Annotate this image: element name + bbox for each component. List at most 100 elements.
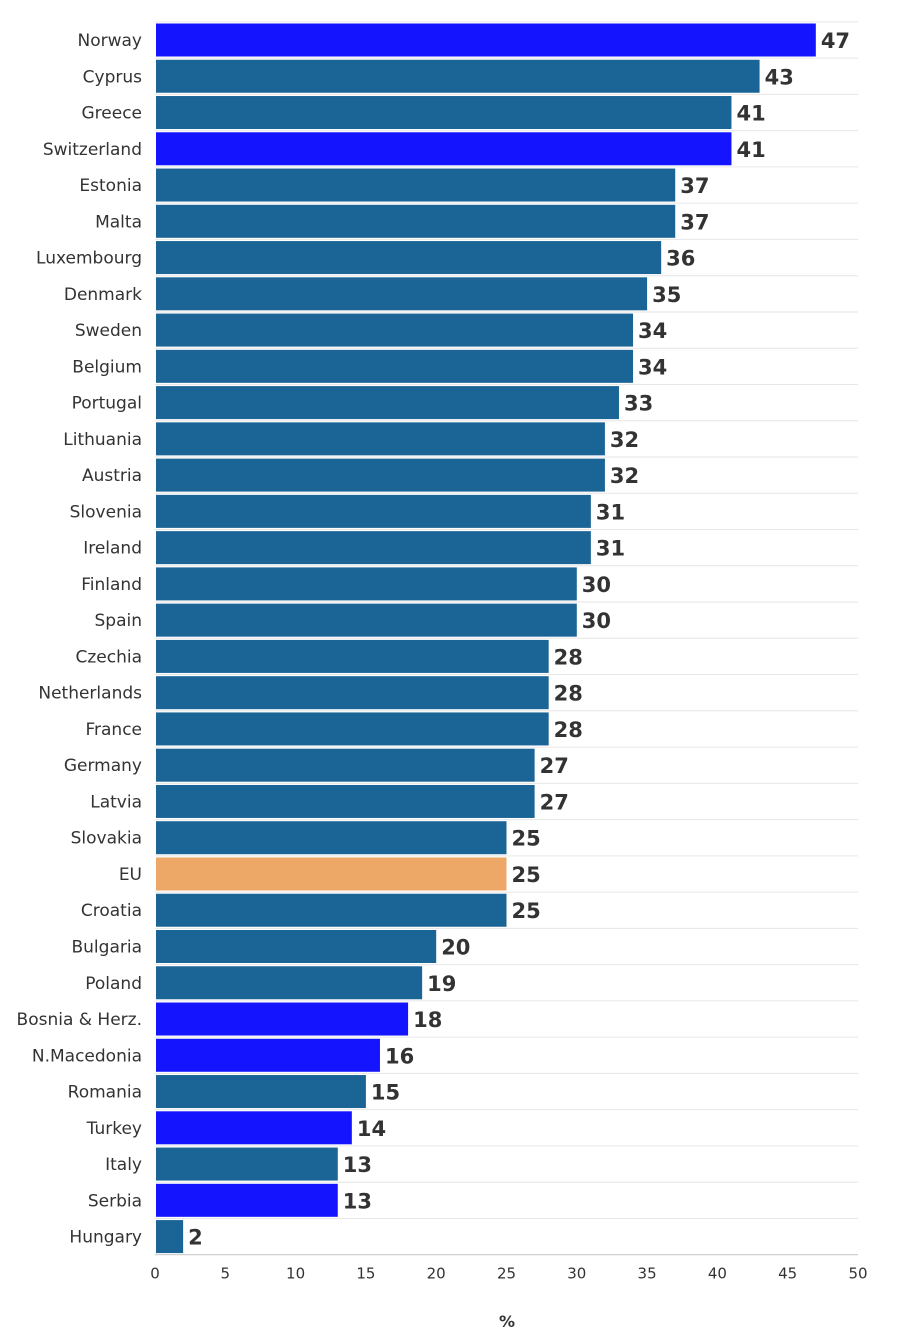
- category-label: Lithuania: [63, 430, 142, 450]
- value-label: 27: [540, 790, 569, 814]
- value-labels: 4743414137373635343433323231313030282828…: [188, 29, 850, 1250]
- bar-bosnia-herz: [156, 1002, 409, 1036]
- category-label: Netherlands: [38, 684, 142, 704]
- bar-italy: [156, 1147, 338, 1181]
- category-label: Poland: [85, 974, 142, 994]
- bar-germany: [156, 748, 535, 782]
- value-label: 2: [188, 1226, 203, 1250]
- category-label: Romania: [68, 1083, 142, 1103]
- value-label: 28: [554, 718, 583, 742]
- category-label: Czechia: [75, 647, 142, 667]
- bar-finland: [156, 567, 577, 601]
- value-label: 32: [610, 464, 639, 488]
- category-label: Germany: [64, 756, 142, 776]
- bar-slovenia: [156, 494, 591, 528]
- category-label: Finland: [81, 575, 142, 595]
- value-label: 15: [371, 1081, 400, 1105]
- value-label: 37: [680, 174, 709, 198]
- value-label: 28: [554, 645, 583, 669]
- value-label: 34: [638, 319, 667, 343]
- value-label: 14: [357, 1117, 386, 1141]
- value-label: 35: [652, 283, 681, 307]
- value-label: 31: [596, 537, 625, 561]
- category-label: Slovakia: [71, 829, 142, 849]
- value-label: 37: [680, 210, 709, 234]
- bar-n-macedonia: [156, 1038, 380, 1072]
- category-label: Hungary: [69, 1228, 142, 1248]
- bar-romania: [156, 1075, 366, 1109]
- x-tick-label: 45: [778, 1265, 797, 1283]
- category-label: Cyprus: [83, 67, 142, 87]
- value-label: 41: [736, 138, 765, 162]
- x-tick-label: 35: [638, 1265, 657, 1283]
- bar-hungary: [156, 1220, 184, 1254]
- bar-serbia: [156, 1183, 338, 1217]
- category-label: Slovenia: [70, 502, 142, 522]
- value-label: 31: [596, 500, 625, 524]
- bar-netherlands: [156, 676, 549, 710]
- value-label: 16: [385, 1044, 414, 1068]
- category-label: Belgium: [72, 357, 142, 377]
- value-label: 30: [582, 573, 611, 597]
- value-label: 25: [512, 827, 541, 851]
- category-label: Serbia: [88, 1191, 142, 1211]
- category-label: Luxembourg: [36, 249, 142, 269]
- category-label: Norway: [78, 31, 143, 51]
- bar-belgium: [156, 349, 634, 383]
- category-label: N.Macedonia: [32, 1046, 142, 1066]
- category-label: Bosnia & Herz.: [17, 1010, 142, 1030]
- bar-malta: [156, 204, 676, 238]
- bar-slovakia: [156, 821, 507, 855]
- bar-denmark: [156, 277, 648, 311]
- value-label: 18: [413, 1008, 442, 1032]
- x-axis-ticks: 0 5 10 15 20 25 30 35 40 45 50: [150, 1254, 868, 1283]
- category-label: Austria: [82, 466, 142, 486]
- bar-latvia: [156, 784, 535, 818]
- bar-france: [156, 712, 549, 746]
- category-label: Italy: [105, 1155, 142, 1175]
- bar-croatia: [156, 893, 507, 927]
- x-tick-label: 5: [221, 1265, 231, 1283]
- x-axis-title: %: [499, 1312, 515, 1331]
- category-labels: Norway Cyprus Greece Switzerland Estonia Malt…: [17, 31, 143, 1248]
- value-label: 20: [441, 936, 470, 960]
- category-label: Bulgaria: [72, 938, 143, 958]
- bar-norway: [156, 23, 816, 57]
- bar-switzerland: [156, 132, 732, 166]
- category-label: Greece: [81, 104, 142, 124]
- category-label: Turkey: [86, 1119, 142, 1139]
- bar-estonia: [156, 168, 676, 202]
- bar-cyprus: [156, 59, 760, 93]
- value-label: 13: [343, 1153, 372, 1177]
- value-label: 13: [343, 1189, 372, 1213]
- x-tick-label: 15: [356, 1265, 375, 1283]
- bar-lithuania: [156, 422, 605, 456]
- category-label: Sweden: [75, 321, 142, 341]
- category-label: Croatia: [81, 901, 142, 921]
- bar-portugal: [156, 386, 619, 420]
- x-tick-label: 50: [848, 1265, 867, 1283]
- category-label: France: [85, 720, 142, 740]
- bar-turkey: [156, 1111, 352, 1145]
- category-label: Latvia: [90, 792, 142, 812]
- x-tick-label: 20: [427, 1265, 446, 1283]
- bar-greece: [156, 96, 732, 130]
- x-tick-label: 40: [708, 1265, 727, 1283]
- bar-bulgaria: [156, 930, 437, 963]
- category-label: Spain: [95, 611, 143, 631]
- value-label: 28: [554, 682, 583, 706]
- category-label: Denmark: [64, 285, 142, 305]
- bar-austria: [156, 458, 605, 492]
- value-label: 34: [638, 355, 667, 379]
- value-label: 33: [624, 392, 653, 416]
- x-tick-label: 0: [150, 1265, 160, 1283]
- bar-luxembourg: [156, 241, 662, 275]
- category-label: Portugal: [72, 394, 142, 414]
- value-label: 36: [666, 247, 695, 271]
- category-label: EU: [119, 865, 142, 885]
- value-label: 47: [821, 29, 850, 53]
- value-label: 30: [582, 609, 611, 633]
- bar-spain: [156, 603, 577, 637]
